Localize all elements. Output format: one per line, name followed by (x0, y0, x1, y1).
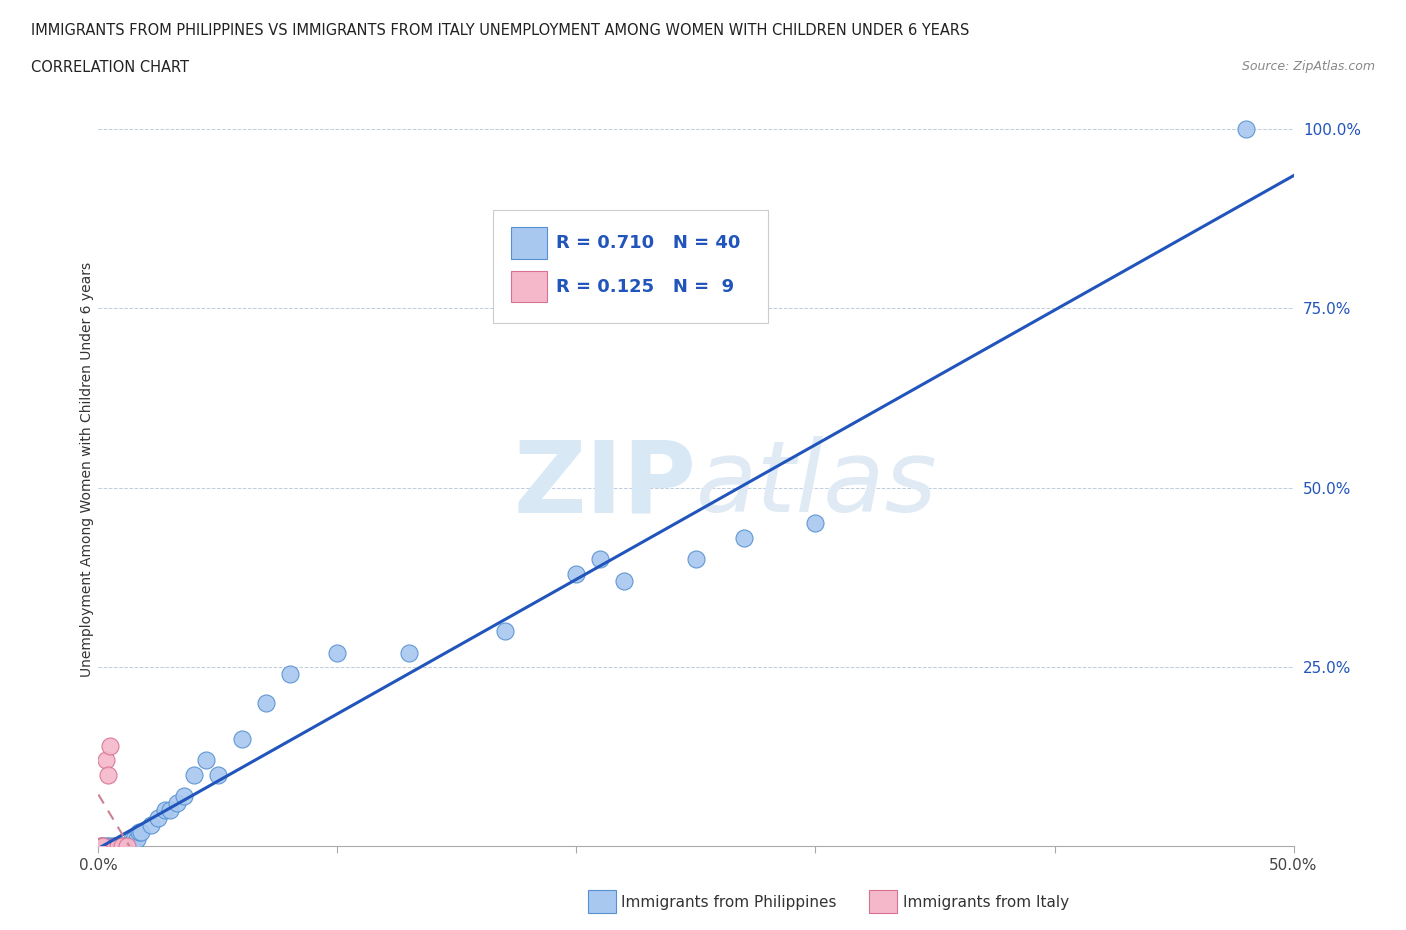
Point (125, 831, 148, 846)
Text: atlas: atlas (696, 436, 938, 533)
FancyBboxPatch shape (510, 271, 547, 302)
Point (278, 667, 301, 682)
Point (124, 831, 146, 846)
Point (254, 696, 277, 711)
Point (118, 839, 141, 854)
Point (97, 767, 120, 782)
Point (685, 551, 707, 566)
Point (98, 738, 122, 753)
Point (207, 767, 229, 782)
Point (107, 839, 129, 854)
Text: IMMIGRANTS FROM PHILIPPINES VS IMMIGRANTS FROM ITALY UNEMPLOYMENT AMONG WOMEN WI: IMMIGRANTS FROM PHILIPPINES VS IMMIGRANT… (31, 23, 969, 38)
Point (155, 803, 177, 817)
Point (111, 839, 134, 854)
Point (115, 839, 138, 854)
Point (139, 817, 162, 832)
Y-axis label: Unemployment Among Women with Children Under 6 years: Unemployment Among Women with Children U… (80, 262, 94, 677)
Point (231, 731, 253, 746)
Point (326, 645, 349, 660)
Point (94, 752, 117, 767)
Point (565, 566, 588, 581)
Point (107, 839, 129, 854)
Point (114, 839, 136, 854)
Point (111, 839, 134, 854)
Text: Immigrants from Italy: Immigrants from Italy (903, 895, 1069, 910)
Point (91, 839, 114, 854)
Point (804, 516, 827, 531)
Text: R = 0.125   N =  9: R = 0.125 N = 9 (557, 277, 734, 296)
Point (131, 825, 153, 840)
Point (159, 803, 181, 817)
Point (1234, 122, 1257, 137)
Text: ZIP: ZIP (513, 436, 696, 533)
Point (166, 796, 188, 811)
Point (494, 624, 516, 639)
Point (148, 810, 170, 825)
Point (173, 789, 195, 804)
Point (398, 645, 420, 660)
Point (733, 530, 755, 545)
Point (101, 839, 124, 854)
Point (589, 551, 612, 566)
Text: Source: ZipAtlas.com: Source: ZipAtlas.com (1241, 60, 1375, 73)
Point (121, 831, 143, 846)
Point (128, 825, 150, 840)
Point (104, 839, 127, 854)
Point (98, 839, 122, 854)
Point (108, 839, 131, 854)
Point (97, 839, 120, 854)
Point (104, 839, 127, 854)
Point (183, 767, 205, 782)
Point (195, 752, 218, 767)
Point (613, 574, 636, 589)
Point (94, 839, 117, 854)
Point (91, 839, 114, 854)
Text: Immigrants from Philippines: Immigrants from Philippines (621, 895, 837, 910)
FancyBboxPatch shape (510, 227, 547, 259)
Point (90, 839, 112, 854)
Text: R = 0.710   N = 40: R = 0.710 N = 40 (557, 234, 741, 252)
Point (90, 839, 112, 854)
FancyBboxPatch shape (494, 210, 768, 323)
Text: CORRELATION CHART: CORRELATION CHART (31, 60, 188, 75)
Point (115, 839, 138, 854)
